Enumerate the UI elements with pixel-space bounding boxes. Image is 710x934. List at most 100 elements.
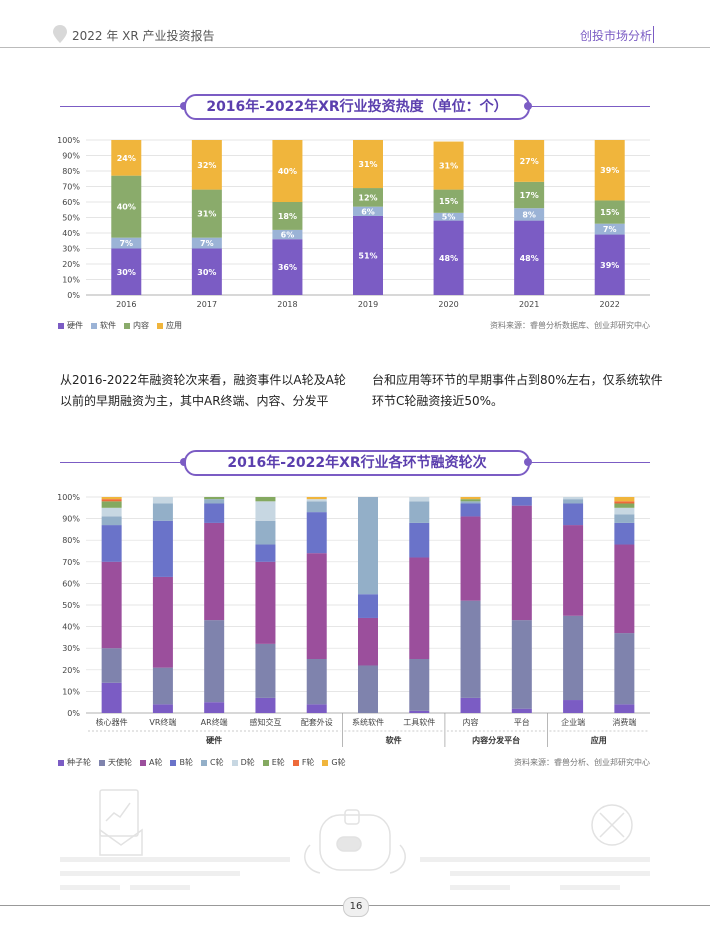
chart2-bar-segment	[563, 525, 584, 616]
chart1-data-label: 24%	[117, 154, 136, 163]
chart2-legend-swatch	[262, 759, 269, 766]
chart2-bar-segment	[511, 497, 532, 506]
chart2-ytick: 70%	[62, 558, 80, 567]
chart1-ytick: 80%	[62, 167, 80, 176]
chart2-bar-segment	[358, 497, 378, 595]
chart1-bar-segment	[514, 208, 545, 221]
chart2-bar-segment	[306, 501, 327, 513]
chart1-ytick: 20%	[62, 260, 80, 269]
chart1-data-label: 27%	[520, 157, 539, 166]
chart2-bar-segment	[563, 497, 584, 500]
chart2-legend-item: 天使轮	[99, 757, 132, 768]
chart1-bar-segment	[191, 189, 222, 238]
chart1-legend-item: 硬件	[58, 320, 83, 331]
chart2-group-label: 应用	[591, 735, 607, 745]
chart1-bar-segment	[353, 188, 383, 207]
chart1-bar-segment	[272, 239, 303, 295]
chart2-ytick: 0%	[67, 709, 80, 718]
chart1-ytick: 10%	[62, 276, 80, 285]
chart2-bar-segment	[204, 620, 225, 703]
chart2-xtick: 核心器件	[96, 717, 128, 727]
chart1-legend-swatch	[58, 322, 64, 329]
chart2-legend-label: D轮	[240, 758, 255, 767]
chart2-legend-label: F轮	[301, 758, 315, 767]
chart1-legend-label: 硬件	[67, 321, 83, 330]
chart2-ytick: 40%	[62, 623, 80, 632]
chart2-legend-item: G轮	[322, 757, 346, 768]
chart2-legend-item: B轮	[170, 757, 193, 768]
chart2-bar-segment	[152, 497, 173, 504]
chart1-bar-segment	[594, 234, 625, 295]
chart2-bar-segment	[204, 497, 225, 500]
chart2-bar-segment	[204, 702, 225, 713]
chart2-ytick: 20%	[62, 666, 80, 675]
chart2-bar-segment	[358, 665, 378, 713]
chart1-xtick: 2020	[438, 300, 458, 309]
chart2-bar-segment	[204, 503, 225, 523]
title-line-left	[60, 106, 184, 107]
chart1-bar-segment	[433, 220, 464, 295]
chart1-xtick: 2021	[519, 300, 539, 309]
chart2-bar-segment	[614, 503, 635, 508]
chart1-legend-swatch	[124, 322, 130, 329]
chart2-legend-swatch	[322, 759, 329, 766]
chart2-bar-segment	[306, 659, 327, 705]
chart2-bar-segment	[255, 643, 276, 698]
chart2-bar-segment	[255, 561, 276, 644]
chart1-legend-label: 应用	[166, 321, 182, 330]
chart2-group-label: 硬件	[206, 735, 222, 745]
chart2-xtick: 系统软件	[352, 717, 384, 727]
chart2-bar-segment	[152, 576, 173, 668]
chart2-legend-swatch	[58, 759, 64, 766]
chart2-legend-swatch	[99, 759, 105, 766]
chart1-ytick: 50%	[62, 214, 80, 223]
chart2-legend-item: A轮	[140, 757, 162, 768]
chart2-legend-swatch	[292, 759, 299, 766]
chart2-legend-label: C轮	[209, 758, 224, 767]
chart1-data-label: 6%	[361, 207, 375, 216]
chart2-legend-label: 种子轮	[67, 758, 91, 767]
chart2-bar-segment	[409, 497, 430, 502]
chart2-xtick: 配套外设	[301, 717, 333, 727]
chart1-title: 2016年-2022年XR行业投资热度（单位：个）	[184, 94, 530, 120]
chart2-legend-swatch	[200, 759, 207, 766]
chart2-bar-segment	[614, 507, 635, 515]
chart2-legend-swatch	[140, 759, 146, 766]
chart2-bar-segment	[460, 501, 481, 504]
chart2-legend-label: B轮	[179, 758, 193, 767]
chart2-ytick: 30%	[62, 644, 80, 653]
title-line-right	[530, 106, 650, 107]
chart2-bar-segment	[152, 667, 173, 705]
chart1-bar-segment	[111, 248, 142, 295]
chart1-legend-item: 应用	[157, 320, 182, 331]
chart2-bar-segment	[563, 615, 584, 701]
chart1-ytick: 0%	[67, 291, 80, 300]
chart2-legend-item: F轮	[292, 757, 315, 768]
chart2-xtick: 工具软件	[403, 717, 435, 727]
chart2-bar-segment	[614, 497, 635, 502]
chart2-bar-segment	[101, 497, 122, 500]
chart1-legend-label: 内容	[133, 321, 149, 330]
chart1-bar-segment	[111, 140, 142, 176]
title2-line-right	[530, 462, 650, 463]
chart1-xtick: 2017	[197, 300, 217, 309]
paragraph-left: 从2016-2022年融资轮次来看，融资事件以A轮及A轮以前的早期融资为主，其中…	[60, 373, 346, 408]
chart1-data-label: 6%	[281, 231, 295, 240]
chart2-ytick: 50%	[62, 601, 80, 610]
chart2-ytick: 100%	[57, 493, 80, 502]
chart2-legend-label: G轮	[331, 758, 346, 767]
title-dot-right	[524, 102, 532, 110]
chart2-ytick: 60%	[62, 579, 80, 588]
chart1-ytick: 100%	[57, 136, 80, 145]
decorative-illustration	[60, 789, 650, 890]
chart1-xtick: 2018	[277, 300, 297, 309]
chart2-bar-segment	[101, 648, 122, 683]
chart2-legend-item: E轮	[262, 757, 285, 768]
chart2-legend-item: C轮	[200, 757, 224, 768]
chart1-bar-segment	[433, 141, 464, 190]
paragraph-right: 台和应用等环节的早期事件占到80%左右，仅系统软件环节C轮融资接近50%。	[372, 373, 663, 408]
chart1-data-label: 31%	[197, 210, 216, 219]
chart2-xtick: 内容	[463, 717, 479, 727]
chart2-group-label: 软件	[386, 735, 402, 745]
chart2-bar-segment	[101, 501, 122, 508]
